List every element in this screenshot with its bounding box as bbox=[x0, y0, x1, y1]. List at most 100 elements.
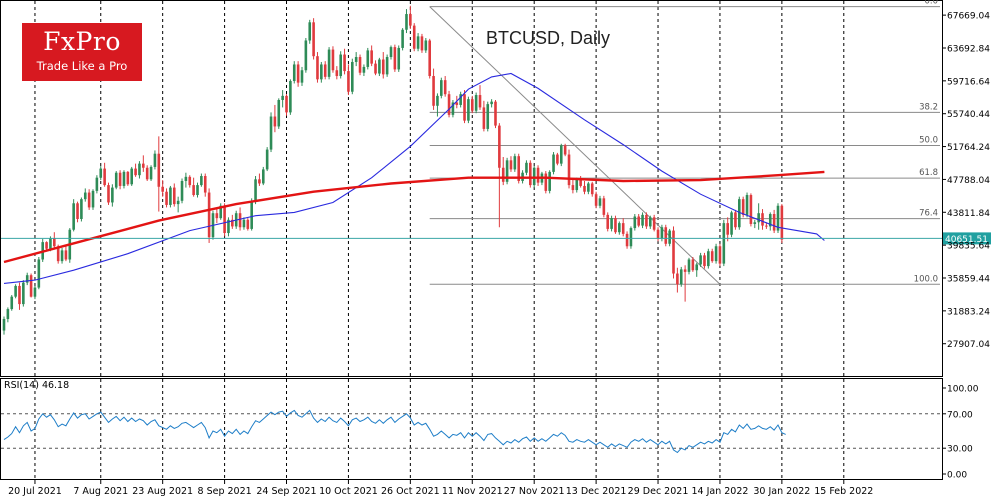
candle-body bbox=[714, 246, 718, 262]
candle-body bbox=[409, 14, 412, 26]
candle-body bbox=[463, 94, 466, 121]
candle-body bbox=[753, 222, 757, 224]
candle-body bbox=[676, 273, 679, 285]
candle-body bbox=[358, 57, 362, 73]
logo-brand: FxPro bbox=[43, 27, 121, 56]
candle-body bbox=[443, 80, 447, 95]
candle-body bbox=[695, 264, 699, 271]
candle-body bbox=[323, 64, 327, 77]
candle-body bbox=[703, 255, 706, 267]
candle-body bbox=[722, 223, 726, 264]
x-tick-label: 24 Sep 2021 bbox=[256, 486, 316, 497]
candle-body bbox=[683, 269, 687, 272]
candle-body bbox=[254, 179, 257, 202]
candle-body bbox=[327, 49, 331, 77]
candle-body bbox=[505, 160, 509, 182]
candle-body bbox=[501, 167, 505, 182]
candle-body bbox=[590, 183, 594, 195]
candle-body bbox=[587, 183, 590, 192]
candle-body bbox=[432, 76, 435, 106]
candle-body bbox=[161, 186, 164, 192]
x-tick-label: 29 Dec 2021 bbox=[628, 486, 689, 497]
x-tick-label: 13 Dec 2021 bbox=[566, 486, 627, 497]
candle-body bbox=[29, 275, 33, 297]
candle-body bbox=[498, 125, 501, 168]
candle-body bbox=[192, 185, 195, 196]
rsi-title: RSI(14) 46.18 bbox=[4, 380, 70, 391]
candle-body bbox=[652, 217, 656, 230]
candle-body bbox=[440, 80, 443, 96]
candle-body bbox=[525, 162, 528, 173]
candle-body bbox=[741, 199, 745, 215]
rsi-line bbox=[3, 409, 786, 454]
candle-body bbox=[366, 50, 370, 67]
candle-body bbox=[242, 219, 246, 228]
date-axis: 20 Jul 2021 7 Aug 2021 23 Aug 2021 8 Sep 20… bbox=[8, 480, 873, 497]
candle-body bbox=[389, 47, 393, 58]
candle-body bbox=[331, 49, 335, 71]
candle-body bbox=[265, 149, 269, 170]
fxpro-logo: FxPro Trade Like a Pro bbox=[22, 23, 142, 81]
y-tick-label: 43811.84 bbox=[947, 209, 990, 219]
candle-body bbox=[416, 36, 420, 49]
x-tick-label: 15 Feb 2022 bbox=[814, 486, 873, 497]
candle-body bbox=[14, 285, 17, 297]
candle-body bbox=[72, 203, 75, 230]
candle-body bbox=[126, 171, 130, 185]
candle-body bbox=[103, 168, 106, 186]
candle-body bbox=[428, 40, 431, 77]
candle-body bbox=[114, 172, 118, 188]
candle-body bbox=[470, 99, 474, 111]
candle-body bbox=[250, 201, 253, 229]
candle-body bbox=[215, 213, 219, 219]
candle-body bbox=[343, 54, 346, 72]
candle-body bbox=[312, 22, 315, 57]
candle-body bbox=[401, 29, 404, 48]
candle-body bbox=[726, 223, 729, 235]
candle-body bbox=[370, 50, 373, 64]
candle-body bbox=[18, 285, 21, 305]
candle-body bbox=[621, 223, 625, 234]
grid-lines bbox=[34, 1, 845, 479]
candle-body bbox=[436, 95, 439, 106]
candle-body bbox=[2, 318, 6, 331]
candle-body bbox=[768, 214, 772, 227]
candle-body bbox=[153, 153, 157, 167]
candle-body bbox=[238, 213, 242, 228]
candle-body bbox=[707, 251, 710, 267]
candle-body bbox=[107, 185, 110, 203]
candle-body bbox=[610, 218, 613, 229]
candle-body bbox=[381, 59, 385, 75]
fibonacci-level-label: 0.0 bbox=[924, 0, 938, 7]
candle-body bbox=[304, 40, 308, 71]
fibonacci-level-label: 76.4 bbox=[919, 209, 938, 219]
x-tick-label: 8 Sep 2021 bbox=[198, 486, 252, 497]
y-tick-label: 47788.04 bbox=[947, 176, 990, 186]
candle-body bbox=[339, 54, 342, 77]
candle-body bbox=[664, 227, 668, 244]
rsi-y-tick-label: 70.00 bbox=[947, 410, 973, 420]
candle-body bbox=[145, 167, 149, 180]
candle-body bbox=[490, 101, 493, 105]
x-tick-label: 7 Aug 2021 bbox=[73, 486, 128, 497]
candle-body bbox=[509, 160, 513, 170]
candle-body bbox=[45, 242, 48, 249]
candle-body bbox=[196, 185, 199, 196]
candle-body bbox=[227, 219, 230, 234]
candle-body bbox=[347, 71, 350, 92]
y-tick-label: 55740.44 bbox=[947, 110, 990, 120]
fibonacci-level-label: 38.2 bbox=[919, 102, 938, 112]
candle-body bbox=[478, 95, 482, 108]
candle-body bbox=[606, 214, 610, 229]
x-tick-label: 10 Oct 2021 bbox=[319, 486, 378, 497]
candle-body bbox=[668, 230, 671, 244]
candle-body bbox=[648, 217, 652, 227]
candle-body bbox=[362, 66, 366, 73]
candle-body bbox=[53, 237, 56, 247]
candle-body bbox=[513, 156, 517, 170]
candle-body bbox=[583, 185, 586, 192]
candle-body bbox=[405, 14, 408, 30]
candle-body bbox=[269, 116, 273, 150]
candle-body bbox=[49, 237, 52, 249]
